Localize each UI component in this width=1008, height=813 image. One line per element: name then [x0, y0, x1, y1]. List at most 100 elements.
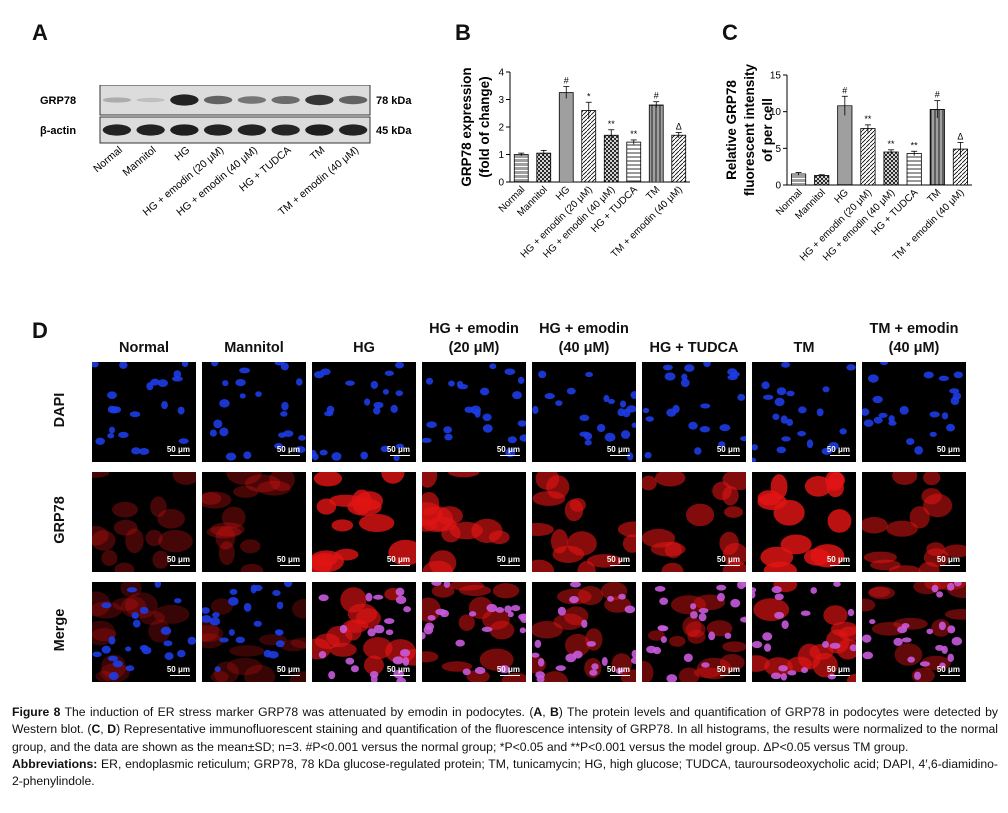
scale-bar-line — [390, 675, 410, 676]
cell-cytoplasm — [422, 560, 454, 572]
cell-nucleus — [275, 640, 285, 648]
cell-nucleus — [786, 418, 794, 427]
micrograph-dapi: 50 μm — [862, 362, 966, 462]
cell-nucleus — [752, 457, 757, 462]
cell-nucleus — [274, 629, 283, 636]
cell-nucleus — [364, 398, 371, 406]
significance-marker: * — [587, 91, 591, 101]
micrograph-dapi: 50 μm — [532, 362, 636, 462]
micrograph-merge: 50 μm — [92, 582, 196, 682]
micrograph-bg — [532, 582, 636, 682]
cell-cytoplasm — [150, 496, 167, 518]
cell-nucleus — [222, 380, 229, 387]
cell-nucleus — [253, 620, 262, 627]
significance-marker: ** — [608, 119, 616, 129]
cell-nucleus — [846, 364, 856, 371]
bar — [671, 134, 687, 183]
cell-nucleus — [202, 615, 212, 623]
cell-cytoplasm — [358, 513, 395, 533]
scale-bar-line — [720, 675, 740, 676]
cell-nucleus — [716, 584, 727, 591]
scale-bar: 50 μm — [826, 665, 850, 676]
cell-cytoplasm — [313, 472, 343, 487]
cell-nucleus — [384, 370, 394, 376]
scale-bar-line — [390, 455, 410, 456]
panel-label-d: D — [32, 318, 48, 343]
blot-band — [271, 124, 300, 136]
figure-caption: Figure 8 The induction of ER stress mark… — [12, 704, 998, 790]
cell-nucleus — [474, 408, 481, 418]
micrograph-merge: 50 μm — [312, 582, 416, 682]
cell-nucleus — [139, 644, 149, 651]
cell-nucleus — [569, 595, 579, 604]
cell-nucleus — [395, 587, 405, 596]
cell-nucleus — [690, 611, 698, 619]
x-tick-label: HG — [833, 187, 852, 206]
cell-nucleus — [281, 401, 289, 411]
micrograph-merge: 50 μm — [862, 582, 966, 682]
cell-nucleus — [683, 653, 693, 663]
cell-cytoplasm — [206, 525, 242, 539]
cell-nucleus — [849, 644, 856, 652]
cell-nucleus — [250, 584, 257, 594]
cell-cytoplasm — [810, 544, 845, 568]
cell-nucleus — [520, 614, 526, 624]
cell-cytoplasm — [289, 671, 306, 682]
cell-cytoplasm — [125, 528, 144, 554]
micrograph-bg — [202, 582, 306, 682]
cell-cytoplasm — [316, 498, 337, 515]
cell-nucleus — [622, 408, 631, 418]
cell-nucleus — [214, 666, 221, 672]
cell-nucleus — [781, 436, 791, 442]
cell-cytoplasm — [244, 664, 276, 682]
cell-cytoplasm — [724, 506, 743, 518]
cell-nucleus — [800, 610, 811, 616]
cell-nucleus — [178, 438, 189, 444]
column-header: Mannitol — [224, 340, 284, 356]
cell-nucleus — [698, 608, 709, 614]
blot-band — [136, 97, 165, 103]
cell-nucleus — [345, 657, 355, 665]
caption-ref-b: B — [549, 705, 559, 719]
cell-nucleus — [645, 416, 654, 422]
cell-cytoplasm — [577, 586, 604, 606]
cell-nucleus — [106, 391, 117, 399]
cell-nucleus — [631, 422, 636, 428]
significance-marker: ** — [888, 139, 896, 149]
cell-nucleus — [455, 639, 465, 647]
cell-cytoplasm — [492, 583, 520, 599]
cell-cytoplasm — [871, 622, 907, 636]
bar — [929, 109, 945, 186]
cell-nucleus — [126, 587, 138, 593]
cell-nucleus — [680, 378, 690, 388]
cell-cytoplasm — [331, 519, 354, 532]
cell-nucleus — [557, 606, 566, 616]
y-axis-label: GRP78 expression — [459, 67, 474, 186]
cell-nucleus — [897, 626, 908, 634]
cell-cytoplasm — [553, 613, 584, 630]
cell-nucleus — [486, 603, 498, 613]
cell-nucleus — [444, 433, 453, 441]
micrograph-bg — [202, 362, 306, 462]
cell-nucleus — [312, 453, 319, 461]
scale-bar-line — [610, 675, 630, 676]
cell-nucleus — [390, 404, 398, 413]
cell-nucleus — [171, 376, 183, 382]
cell-cytoplasm — [722, 542, 746, 567]
cell-nucleus — [519, 434, 526, 442]
cell-nucleus — [157, 379, 168, 388]
significance-marker: # — [654, 91, 659, 101]
cell-nucleus — [724, 632, 732, 639]
cell-nucleus — [847, 608, 855, 617]
cell-nucleus — [160, 626, 172, 635]
cell-nucleus — [624, 605, 636, 614]
bar — [837, 105, 853, 186]
cell-cytoplasm — [92, 601, 123, 619]
cell-nucleus — [392, 656, 404, 665]
cell-cytoplasm — [240, 539, 261, 554]
cell-nucleus — [681, 373, 688, 381]
cell-cytoplasm — [92, 591, 111, 617]
blot-band — [170, 94, 199, 106]
scale-bar: 50 μm — [166, 445, 190, 456]
